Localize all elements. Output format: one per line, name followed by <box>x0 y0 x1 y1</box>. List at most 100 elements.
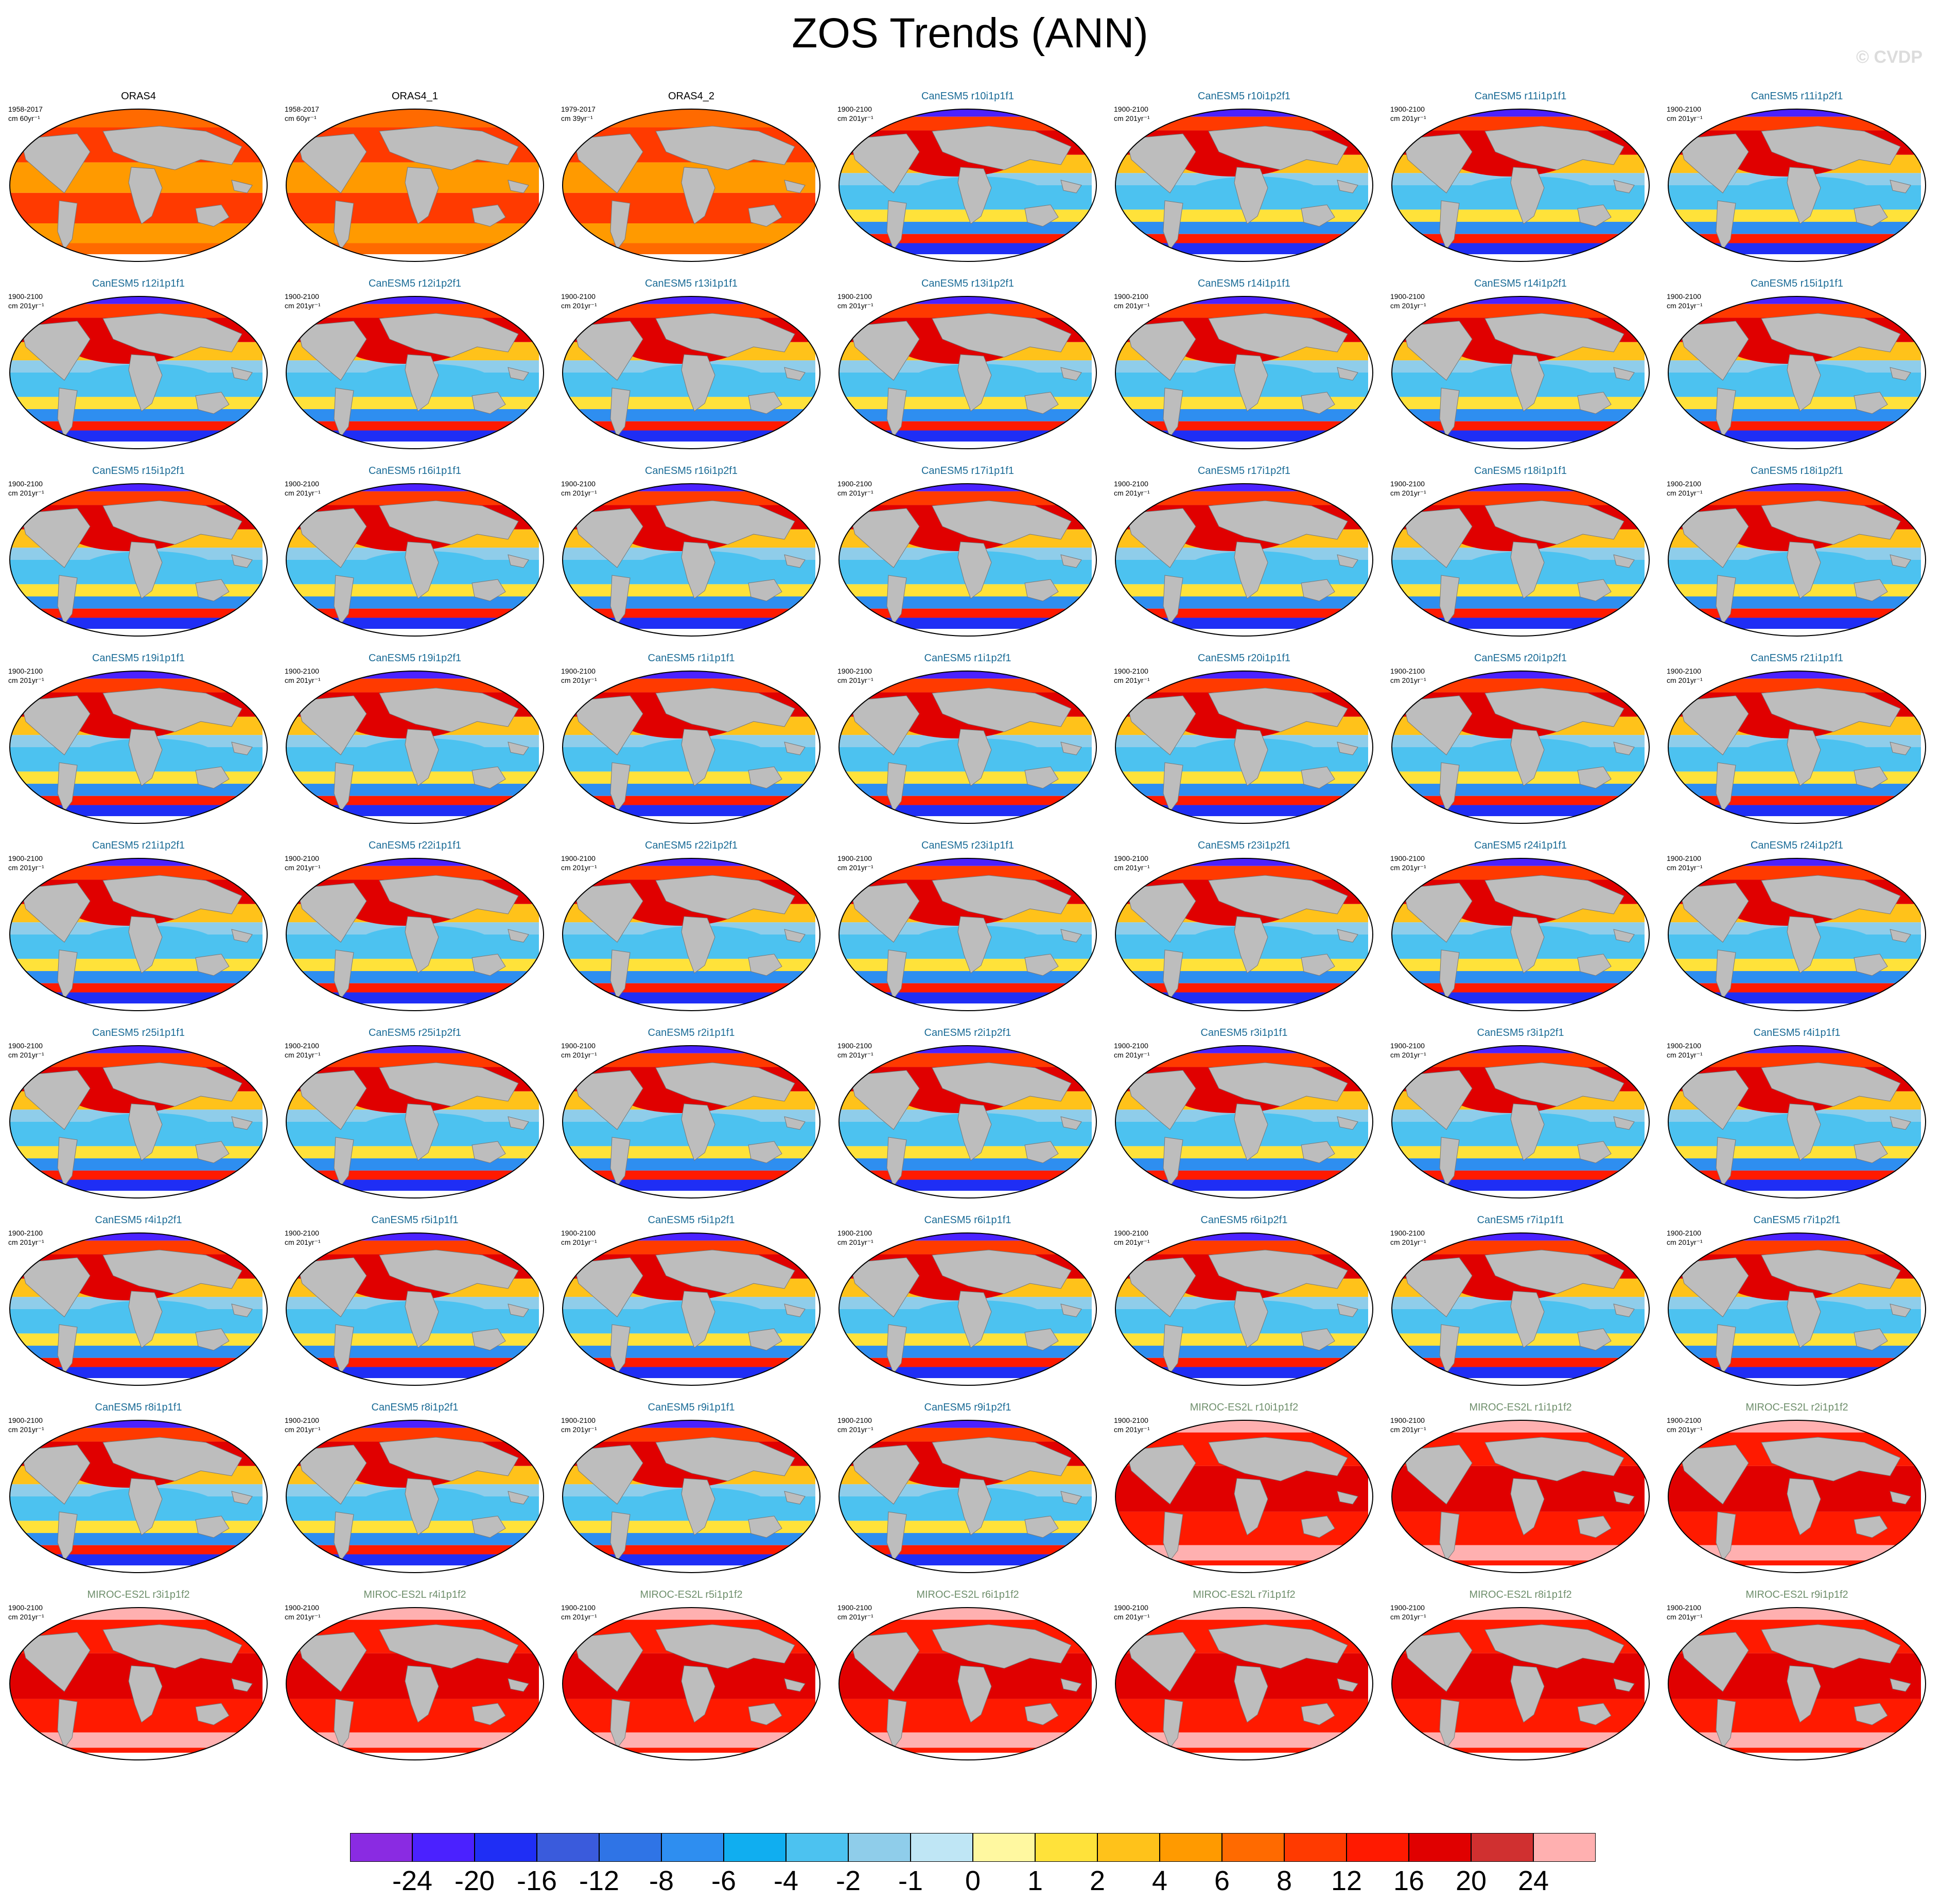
panel-title: CanESM5 r14i1p2f1 <box>1474 278 1567 289</box>
map-panel: CanESM5 r9i1p2f1 1900-2100 cm 201yr⁻¹ <box>829 1398 1106 1581</box>
antarctica <box>1115 816 1368 823</box>
land-mass <box>1613 1116 1635 1130</box>
map-plot <box>838 109 1097 262</box>
ocean-band <box>563 1170 815 1180</box>
antarctica <box>1115 629 1368 636</box>
ocean-band <box>10 1158 263 1171</box>
map-panel: CanESM5 r25i1p2f1 1900-2100 cm 201yr⁻¹ <box>276 1023 553 1206</box>
colorbar <box>350 1833 1596 1862</box>
land-mass <box>1163 949 1183 1000</box>
panel-units: cm 201yr⁻¹ <box>1667 1613 1703 1621</box>
land-mass <box>231 1678 253 1692</box>
antarctica <box>1668 254 1921 261</box>
map-panel: CanESM5 r4i1p2f1 1900-2100 cm 201yr⁻¹ <box>0 1210 277 1394</box>
panel-title: CanESM5 r3i1p2f1 <box>1477 1027 1564 1038</box>
panel-units: cm 201yr⁻¹ <box>1667 863 1703 872</box>
land-mass <box>1126 133 1196 193</box>
antarctica <box>10 1003 263 1011</box>
land-mass <box>1787 729 1821 786</box>
land-mass <box>610 1511 631 1562</box>
land-mass <box>508 1116 529 1130</box>
ocean-band <box>1668 608 1921 618</box>
land-mass <box>573 1444 643 1505</box>
ocean-band <box>839 1545 1092 1555</box>
land-mass <box>610 200 631 251</box>
land-mass <box>957 916 992 974</box>
panel-years: 1900-2100 <box>1114 105 1148 113</box>
panel-years: 1900-2100 <box>1390 1416 1425 1424</box>
antarctica <box>1392 629 1645 636</box>
panel-title: CanESM5 r2i1p1f1 <box>648 1027 735 1038</box>
panel-years: 1900-2100 <box>561 1416 596 1424</box>
panel-units: cm 201yr⁻¹ <box>1667 302 1703 310</box>
map-plot <box>1668 1045 1926 1198</box>
panel-years: 1900-2100 <box>837 1229 872 1237</box>
land-mass <box>1679 1257 1749 1317</box>
panel-units: cm 201yr⁻¹ <box>1390 489 1426 497</box>
land-mass <box>1163 200 1183 251</box>
land-mass <box>1890 1678 1911 1692</box>
map-panel: CanESM5 r17i1p1f1 1900-2100 cm 201yr⁻¹ <box>829 461 1106 644</box>
map-panel: CanESM5 r24i1p2f1 1900-2100 cm 201yr⁻¹ <box>1658 836 1935 1019</box>
land-mass <box>1337 367 1358 381</box>
ocean-band <box>1115 1158 1368 1171</box>
land-mass <box>1301 204 1335 227</box>
antarctica <box>286 816 539 823</box>
land-mass <box>573 1257 643 1317</box>
panel-years: 1900-2100 <box>561 1229 596 1237</box>
ocean-band <box>1392 222 1645 234</box>
land-mass <box>1484 1249 1624 1294</box>
ocean-band <box>1392 983 1645 993</box>
map-plot <box>838 858 1097 1011</box>
map-plot <box>1668 109 1926 262</box>
map-border <box>838 483 1097 637</box>
map-plot <box>1668 858 1926 1011</box>
land-mass <box>1787 1291 1821 1348</box>
ocean-band <box>286 983 539 993</box>
map-border <box>1391 296 1650 449</box>
land-mass <box>1163 762 1183 813</box>
map-panel: CanESM5 r15i1p2f1 1900-2100 cm 201yr⁻¹ <box>0 461 277 644</box>
panel-units: cm 201yr⁻¹ <box>285 863 321 872</box>
panel-units: cm 201yr⁻¹ <box>561 1613 597 1621</box>
land-mass <box>405 167 439 224</box>
land-mass <box>57 387 78 438</box>
land-mass <box>957 1478 992 1536</box>
land-mass <box>932 126 1072 170</box>
land-mass <box>1890 929 1911 943</box>
panel-units: cm 201yr⁻¹ <box>1390 1613 1426 1621</box>
antarctica <box>286 1378 539 1385</box>
land-mass <box>102 875 242 920</box>
map-plot <box>1391 1607 1650 1760</box>
land-mass <box>1402 1070 1473 1130</box>
map-panel: CanESM5 r24i1p1f1 1900-2100 cm 201yr⁻¹ <box>1382 836 1659 1019</box>
map-border <box>9 296 268 449</box>
map-border <box>838 858 1097 1011</box>
panel-title: CanESM5 r24i1p1f1 <box>1474 840 1567 851</box>
panel-years: 1900-2100 <box>1667 292 1701 301</box>
land-mass <box>1761 1249 1901 1294</box>
land-mass <box>57 575 78 625</box>
antarctica <box>839 1378 1092 1385</box>
ocean-band <box>563 784 815 796</box>
map-border <box>286 296 544 449</box>
land-mass <box>296 1070 367 1130</box>
colorbar-box <box>1160 1833 1222 1862</box>
panel-years: 1979-2017 <box>561 105 596 113</box>
panel-units: cm 201yr⁻¹ <box>561 489 597 497</box>
panel-units: cm 201yr⁻¹ <box>1114 489 1150 497</box>
panel-title: CanESM5 r19i1p2f1 <box>368 653 462 664</box>
land-mass <box>102 1249 242 1294</box>
map-border <box>1668 483 1926 637</box>
land-mass <box>1613 554 1635 568</box>
land-mass <box>610 387 631 438</box>
land-mass <box>334 949 354 1000</box>
panel-years: 1900-2100 <box>8 667 43 675</box>
antarctica <box>1115 1191 1368 1198</box>
panel-years: 1900-2100 <box>837 1603 872 1612</box>
land-mass <box>748 1328 782 1351</box>
panel-title: CanESM5 r7i1p2f1 <box>1753 1214 1841 1226</box>
colorbar-tick-label: 6 <box>1214 1865 1230 1896</box>
map-panel: CanESM5 r2i1p1f1 1900-2100 cm 201yr⁻¹ <box>553 1023 830 1206</box>
map-panel: CanESM5 r1i1p2f1 1900-2100 cm 201yr⁻¹ <box>829 648 1106 832</box>
